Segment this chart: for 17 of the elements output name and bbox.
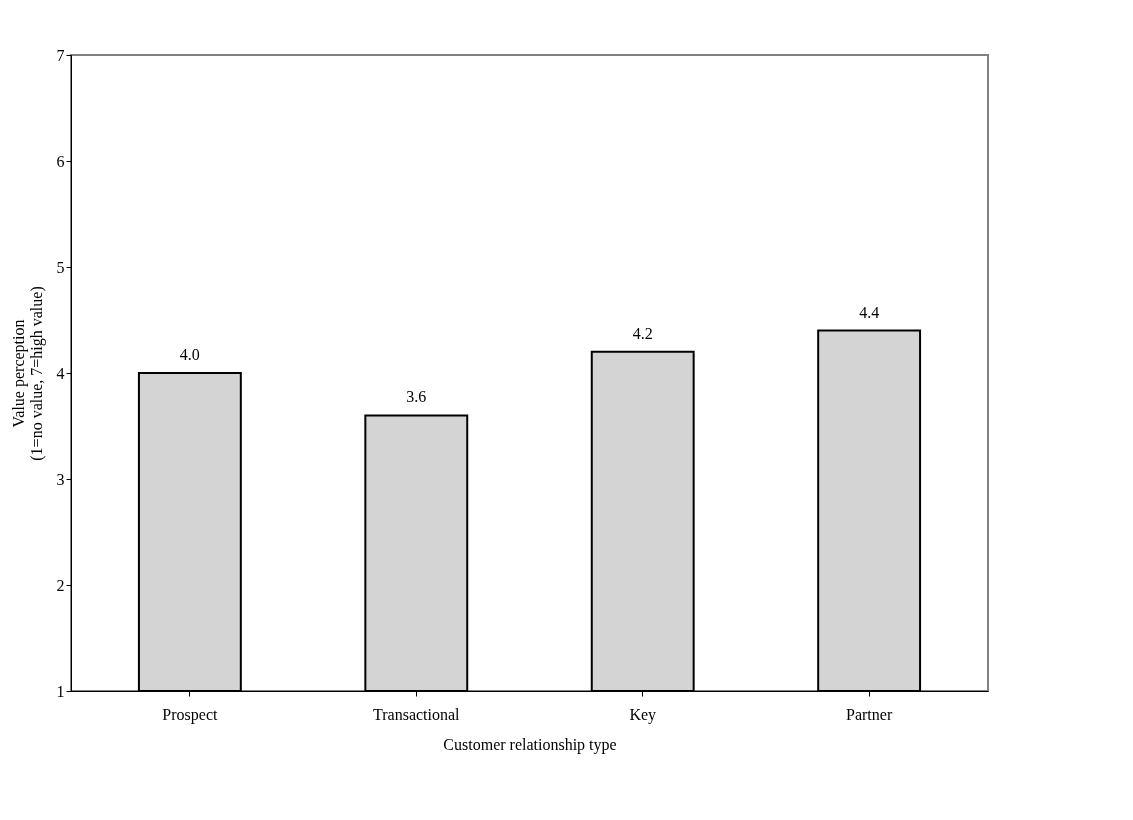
y-tick-label: 5 (56, 258, 65, 276)
y-tick-label: 6 (56, 152, 65, 170)
y-axis-title: Value perception (1=no value, 7=high value) (9, 286, 46, 461)
data-label: 4.4 (859, 303, 880, 321)
x-tick-label: Key (629, 705, 657, 724)
x-axis-title: Customer relationship type (443, 735, 617, 754)
y-tick-label: 2 (56, 576, 65, 594)
y-tick-label: 1 (56, 682, 65, 700)
y-tick-label: 7 (56, 46, 65, 64)
data-label: 4.2 (632, 324, 653, 342)
x-tick-label: Partner (846, 705, 893, 723)
y-tick-label: 3 (56, 470, 65, 488)
y-tick-label: 4 (56, 364, 65, 382)
data-label: 4.0 (179, 346, 200, 363)
x-tick-label: Prospect (162, 705, 218, 724)
x-tick-label: Transactional (373, 705, 461, 723)
data-label: 3.6 (406, 388, 427, 406)
